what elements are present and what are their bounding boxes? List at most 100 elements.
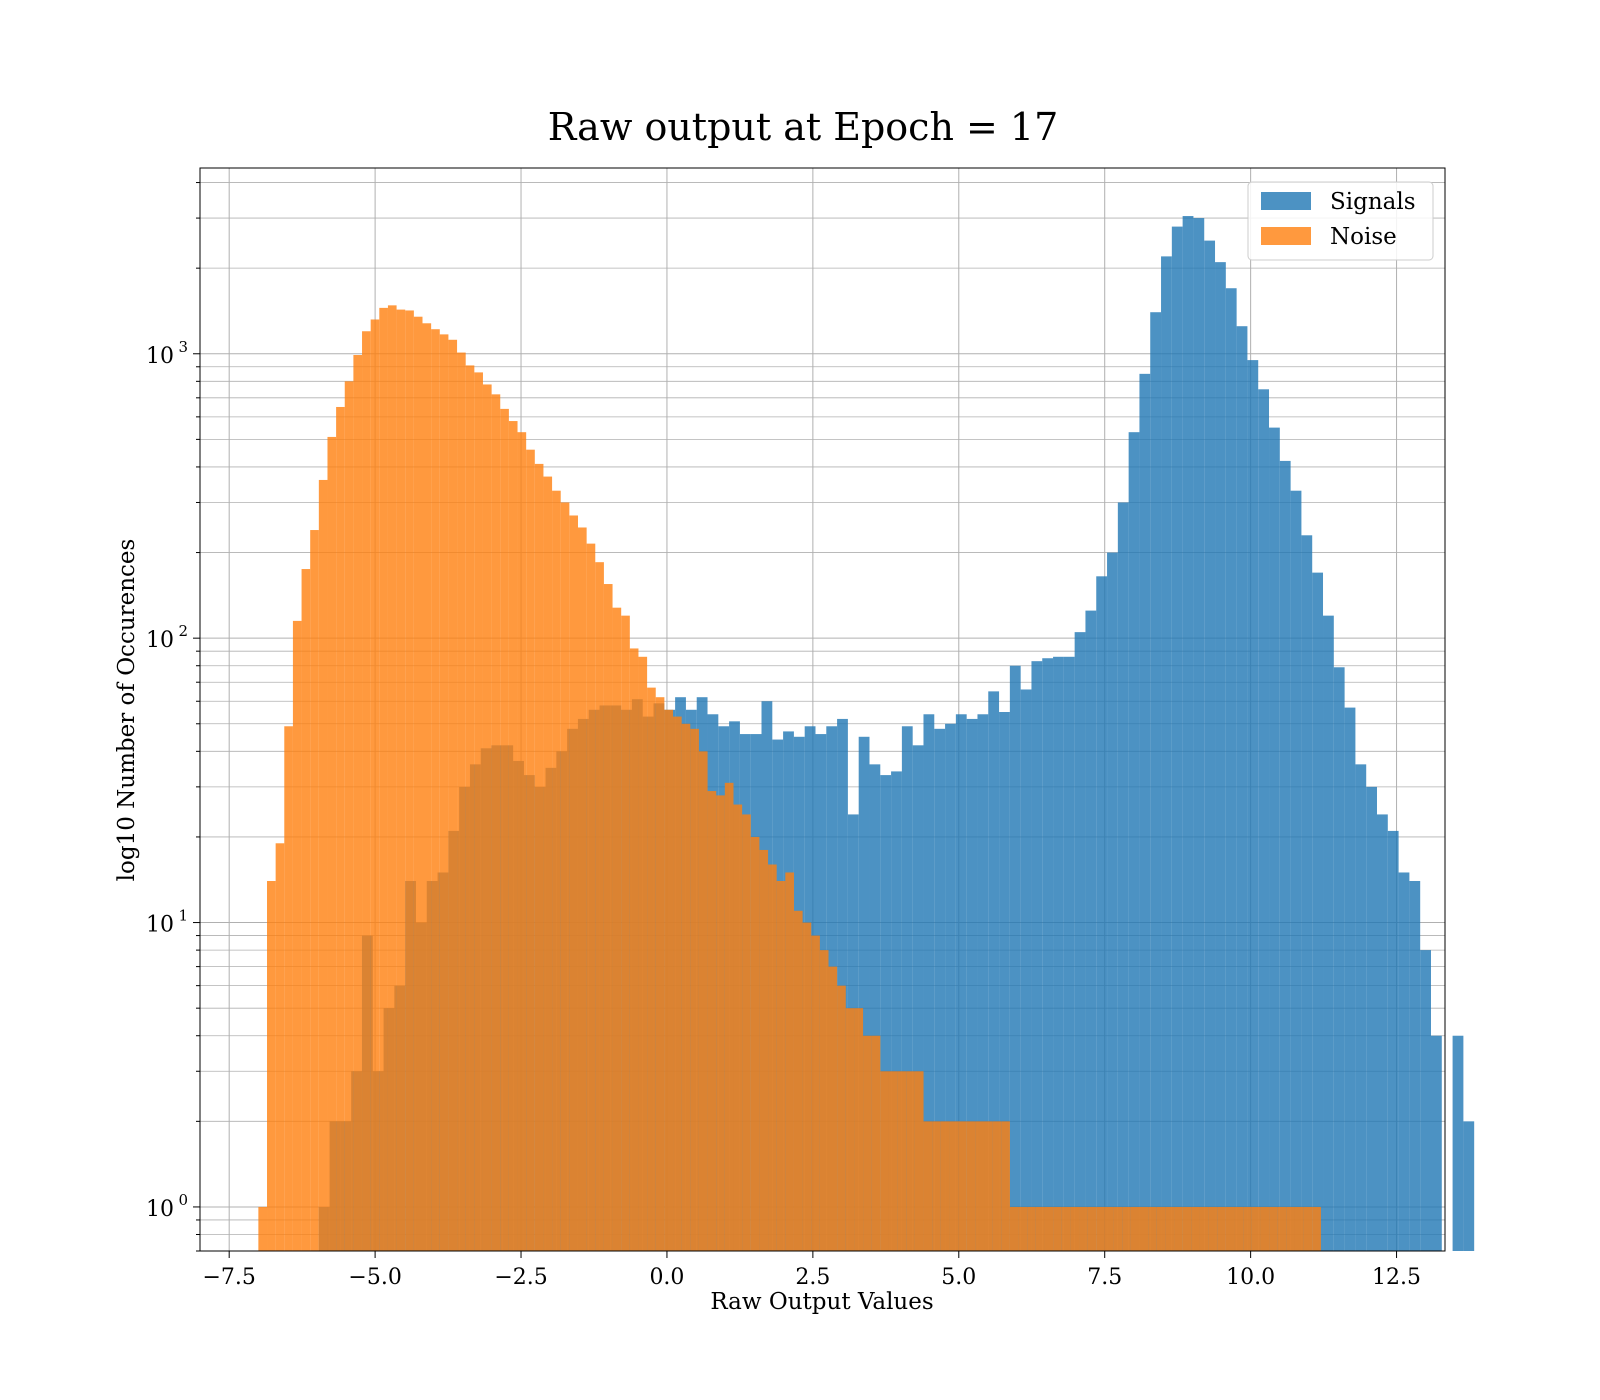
series-noise (258, 305, 1321, 1252)
histogram-bar-noise (1156, 1206, 1166, 1251)
x-axis-label: Raw Output Values (710, 1289, 933, 1315)
plot-frame (199, 167, 1446, 1252)
histogram-bar-noise (1251, 1206, 1261, 1251)
histogram-bar-signals (1377, 814, 1388, 1251)
histogram-bar-signals (1430, 1035, 1442, 1251)
histogram-bar-noise (318, 479, 328, 1251)
histogram-bar-noise (387, 305, 397, 1252)
histogram-bar-noise (845, 1008, 855, 1251)
histogram-bar-signals (1193, 218, 1205, 1251)
histogram-bar-noise (819, 950, 829, 1251)
x-tick-label: 12.5 (1372, 1265, 1421, 1290)
x-tick-label: 10.0 (1226, 1265, 1275, 1290)
histogram-bar-signals (1215, 262, 1226, 1251)
histogram-bar-signals (966, 718, 978, 1251)
histogram-bar-noise (1225, 1206, 1235, 1251)
histogram-bar-signals (999, 712, 1010, 1251)
histogram-bar-signals (923, 714, 935, 1251)
histogram-bar-noise (396, 309, 406, 1252)
histogram-bar-noise (1053, 1206, 1062, 1251)
histogram-bar-signals (901, 726, 913, 1251)
histogram-bar-signals (1398, 872, 1410, 1251)
histogram-bar-noise (448, 339, 458, 1252)
histogram-bar-signals (837, 718, 848, 1251)
histogram-bar-noise (966, 1121, 976, 1251)
histogram-bar-signals (934, 728, 946, 1251)
histogram-bar-noise (1269, 1206, 1278, 1251)
histogram-bar-signals (955, 714, 967, 1251)
histogram-bar-noise (474, 372, 483, 1251)
histogram-bar-noise (681, 723, 691, 1251)
histogram-bar-noise (569, 515, 578, 1251)
histogram-bar-noise (733, 804, 743, 1251)
histogram-bar-noise (1001, 1121, 1010, 1251)
histogram-bar-noise (759, 849, 769, 1251)
histogram-bar-noise (1243, 1206, 1252, 1251)
histogram-bar-noise (776, 880, 786, 1251)
histogram-bar-noise (854, 1008, 864, 1251)
histogram-bar-signals (1225, 288, 1237, 1251)
histogram-bar-noise (802, 922, 812, 1251)
histogram-bar-noise (1130, 1206, 1140, 1251)
histogram-bar-signals (1301, 535, 1313, 1251)
histogram-bar-noise (362, 331, 371, 1251)
histogram-bar-noise (482, 384, 492, 1251)
histogram-bar-signals (880, 775, 892, 1251)
histogram-bar-noise (258, 1206, 268, 1251)
legend-label-signals: Signals (1330, 189, 1416, 215)
histogram-bar-signals (1312, 572, 1324, 1251)
histogram-bar-noise (1018, 1206, 1028, 1251)
histogram-bar-noise (603, 584, 613, 1251)
y-tick-label: 10 (146, 1197, 174, 1222)
histogram-bar-noise (1070, 1206, 1080, 1251)
histogram-bar-noise (750, 836, 760, 1251)
histogram-bar-noise (871, 1035, 881, 1251)
histogram-bar-noise (491, 394, 501, 1251)
histogram-bar-noise (370, 319, 380, 1251)
histogram-bar-noise (958, 1121, 967, 1251)
histogram-bar-signals (1096, 576, 1108, 1251)
histogram-bar-noise (837, 985, 846, 1251)
legend-swatch-noise (1261, 227, 1311, 245)
histogram-bar-noise (543, 476, 553, 1251)
histogram-bar-signals (891, 771, 902, 1251)
y-tick-exponent: 0 (178, 1191, 188, 1209)
histogram-bar-noise (1096, 1206, 1105, 1251)
histogram-bar-noise (1208, 1206, 1218, 1251)
y-tick-exponent: 3 (178, 338, 188, 356)
histogram-bars (258, 216, 1475, 1252)
histogram-bar-noise (344, 381, 354, 1252)
histogram-bar-signals (912, 745, 924, 1251)
histogram-bar-noise (267, 880, 276, 1251)
chart-title: Raw output at Epoch = 17 (548, 105, 1059, 149)
histogram-bar-signals (1107, 552, 1118, 1251)
x-tick-label: 5.0 (941, 1265, 976, 1290)
histogram-bar-noise (664, 709, 674, 1251)
histogram-bar-noise (292, 620, 302, 1251)
histogram-bar-signals (1420, 950, 1431, 1251)
histogram-bar-signals (1020, 689, 1032, 1251)
histogram-bar-signals (1009, 665, 1021, 1251)
histogram-bar-noise (1061, 1206, 1071, 1251)
y-axis-label: log10 Number of Occurences (114, 539, 140, 882)
histogram-bar-noise (1217, 1206, 1226, 1251)
histogram-bar-signals (858, 736, 870, 1251)
histogram-bar-noise (888, 1071, 898, 1251)
histogram-bar-signals (1290, 490, 1302, 1251)
histogram-bar-noise (1044, 1206, 1054, 1251)
y-tick-exponent: 1 (178, 907, 188, 925)
histogram-bar-noise (1182, 1206, 1192, 1251)
histogram-bar-noise (595, 562, 604, 1251)
histogram-bar-noise (508, 421, 518, 1251)
histogram-bar-noise (552, 490, 561, 1251)
x-tick-label: 7.5 (1087, 1265, 1122, 1290)
histogram-bar-noise (1286, 1206, 1295, 1251)
histogram-bar-noise (1139, 1206, 1149, 1251)
histogram-bar-noise (379, 307, 388, 1252)
y-tick-label: 10 (146, 344, 174, 369)
histogram-bar-noise (1027, 1206, 1036, 1251)
histogram-bar-noise (932, 1121, 941, 1251)
histogram-bar-noise (724, 782, 734, 1251)
histogram-bar-noise (984, 1121, 993, 1251)
